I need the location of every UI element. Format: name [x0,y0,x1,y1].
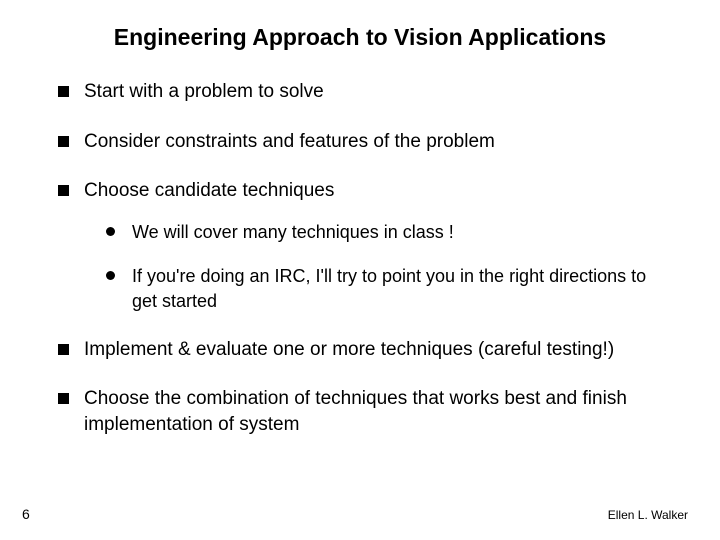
list-item-text: Implement & evaluate one or more techniq… [84,339,614,360]
slide: Engineering Approach to Vision Applicati… [0,0,720,540]
sub-list-item-text: We will cover many techniques in class ! [132,222,454,242]
list-item: Choose candidate techniques We will cove… [56,178,664,313]
list-item-text: Start with a problem to solve [84,81,324,102]
author-name: Ellen L. Walker [608,508,688,522]
page-number: 6 [22,506,30,522]
sub-bullet-list: We will cover many techniques in class !… [84,220,664,313]
list-item: Start with a problem to solve [56,79,664,105]
sub-list-item-text: If you're doing an IRC, I'll try to poin… [132,266,646,310]
sub-list-item: If you're doing an IRC, I'll try to poin… [104,264,664,313]
list-item-text: Choose the combination of techniques tha… [84,388,627,435]
bullet-list: Start with a problem to solve Consider c… [56,79,664,438]
slide-title: Engineering Approach to Vision Applicati… [56,24,664,51]
list-item-text: Choose candidate techniques [84,180,334,201]
list-item: Implement & evaluate one or more techniq… [56,337,664,363]
list-item-text: Consider constraints and features of the… [84,131,495,152]
list-item: Consider constraints and features of the… [56,129,664,155]
sub-list-item: We will cover many techniques in class ! [104,220,664,244]
list-item: Choose the combination of techniques tha… [56,386,664,437]
